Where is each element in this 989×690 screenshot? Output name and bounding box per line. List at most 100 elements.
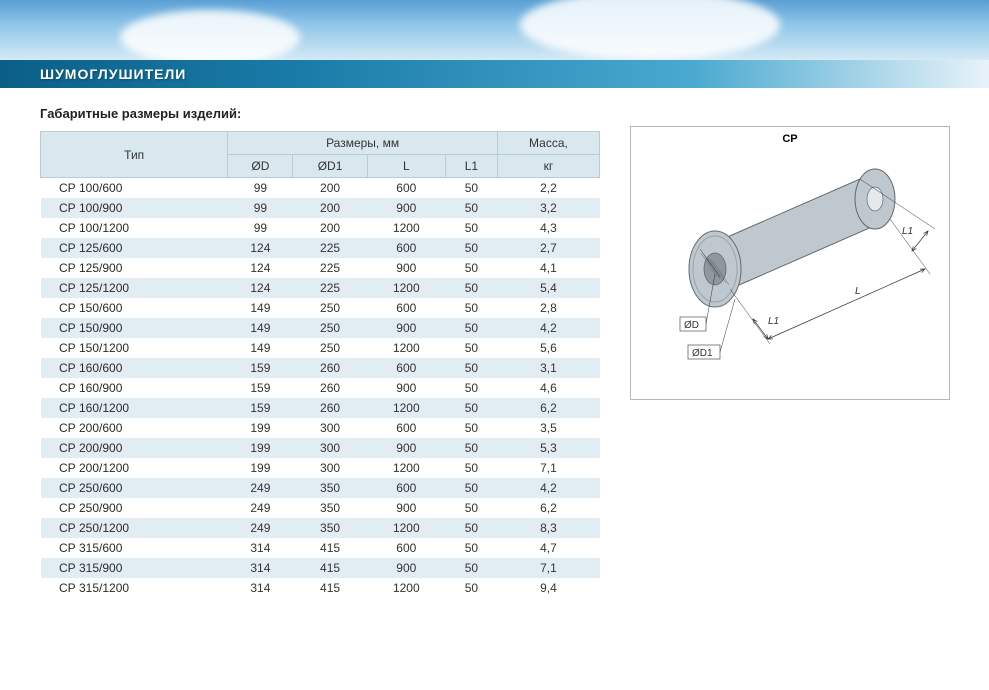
table-row: СР 315/600314415600504,7: [41, 538, 600, 558]
table-row: СР 200/12001993001200507,1: [41, 458, 600, 478]
table-cell: 225: [293, 238, 367, 258]
table-cell: 2,8: [497, 298, 599, 318]
table-row: СР 100/90099200900503,2: [41, 198, 600, 218]
col-l1: L1: [445, 155, 497, 178]
col-l: L: [367, 155, 445, 178]
table-cell: 4,1: [497, 258, 599, 278]
diagram-title: СР: [637, 133, 943, 145]
table-cell: СР 160/1200: [41, 398, 228, 418]
table-cell: СР 150/1200: [41, 338, 228, 358]
table-cell: 3,2: [497, 198, 599, 218]
svg-text:L1: L1: [768, 316, 779, 327]
table-cell: СР 100/1200: [41, 218, 228, 238]
table-cell: 314: [228, 578, 293, 598]
table-cell: СР 125/600: [41, 238, 228, 258]
table-cell: 5,6: [497, 338, 599, 358]
table-cell: 1200: [367, 578, 445, 598]
table-cell: СР 150/900: [41, 318, 228, 338]
table-cell: 4,2: [497, 318, 599, 338]
table-cell: 50: [445, 318, 497, 338]
table-row: СР 315/12003144151200509,4: [41, 578, 600, 598]
table-cell: 50: [445, 358, 497, 378]
table-row: СР 160/900159260900504,6: [41, 378, 600, 398]
table-cell: 50: [445, 378, 497, 398]
table-cell: СР 250/1200: [41, 518, 228, 538]
table-cell: 600: [367, 418, 445, 438]
table-cell: 260: [293, 378, 367, 398]
table-cell: 149: [228, 298, 293, 318]
header-sky: [0, 0, 989, 60]
svg-text:ØD: ØD: [684, 320, 699, 331]
table-cell: 600: [367, 178, 445, 199]
section-subtitle: Габаритные размеры изделий:: [40, 106, 600, 121]
table-cell: СР 160/600: [41, 358, 228, 378]
table-cell: 124: [228, 278, 293, 298]
page-title: ШУМОГЛУШИТЕЛИ: [40, 66, 186, 82]
table-row: СР 150/600149250600502,8: [41, 298, 600, 318]
table-cell: 6,2: [497, 498, 599, 518]
dimensions-table: Тип Размеры, мм Масса, ØD ØD1 L L1 кг СР…: [40, 131, 600, 598]
svg-text:ØD1: ØD1: [692, 348, 713, 359]
table-cell: 50: [445, 458, 497, 478]
svg-text:L1: L1: [902, 226, 913, 237]
table-cell: 159: [228, 378, 293, 398]
table-cell: 600: [367, 358, 445, 378]
table-cell: 6,2: [497, 398, 599, 418]
table-cell: 7,1: [497, 558, 599, 578]
table-cell: СР 250/900: [41, 498, 228, 518]
table-row: СР 125/900124225900504,1: [41, 258, 600, 278]
table-cell: 260: [293, 398, 367, 418]
table-cell: 1200: [367, 518, 445, 538]
table-cell: 50: [445, 578, 497, 598]
table-cell: 350: [293, 478, 367, 498]
table-cell: СР 200/600: [41, 418, 228, 438]
table-cell: 99: [228, 178, 293, 199]
table-cell: 8,3: [497, 518, 599, 538]
table-cell: 199: [228, 438, 293, 458]
table-cell: 260: [293, 358, 367, 378]
table-cell: СР 315/900: [41, 558, 228, 578]
table-row: СР 200/600199300600503,5: [41, 418, 600, 438]
table-cell: СР 100/600: [41, 178, 228, 199]
col-d1: ØD1: [293, 155, 367, 178]
table-cell: 2,7: [497, 238, 599, 258]
table-cell: 50: [445, 518, 497, 538]
table-cell: 50: [445, 538, 497, 558]
table-cell: 350: [293, 498, 367, 518]
table-cell: 900: [367, 438, 445, 458]
table-row: СР 150/12001492501200505,6: [41, 338, 600, 358]
table-cell: 1200: [367, 218, 445, 238]
table-cell: 7,1: [497, 458, 599, 478]
table-cell: 2,2: [497, 178, 599, 199]
table-cell: 124: [228, 238, 293, 258]
diagram-box: СР LL1L1ØDØD1: [630, 126, 950, 400]
col-d: ØD: [228, 155, 293, 178]
table-cell: 50: [445, 498, 497, 518]
table-cell: 50: [445, 338, 497, 358]
table-cell: 1200: [367, 398, 445, 418]
table-row: СР 315/900314415900507,1: [41, 558, 600, 578]
table-cell: 249: [228, 478, 293, 498]
table-row: СР 160/600159260600503,1: [41, 358, 600, 378]
table-cell: 415: [293, 558, 367, 578]
table-cell: 600: [367, 298, 445, 318]
table-cell: 50: [445, 278, 497, 298]
table-cell: 50: [445, 178, 497, 199]
table-row: СР 250/900249350900506,2: [41, 498, 600, 518]
table-cell: 900: [367, 498, 445, 518]
table-cell: 250: [293, 338, 367, 358]
table-cell: 250: [293, 318, 367, 338]
table-row: СР 250/600249350600504,2: [41, 478, 600, 498]
table-cell: 415: [293, 578, 367, 598]
table-cell: 300: [293, 418, 367, 438]
table-cell: 199: [228, 418, 293, 438]
table-cell: 225: [293, 258, 367, 278]
table-cell: 1200: [367, 338, 445, 358]
table-cell: 900: [367, 378, 445, 398]
table-cell: 5,4: [497, 278, 599, 298]
table-row: СР 125/600124225600502,7: [41, 238, 600, 258]
col-mass: Масса,: [497, 132, 599, 155]
table-cell: 314: [228, 538, 293, 558]
table-cell: 600: [367, 538, 445, 558]
table-cell: СР 250/600: [41, 478, 228, 498]
